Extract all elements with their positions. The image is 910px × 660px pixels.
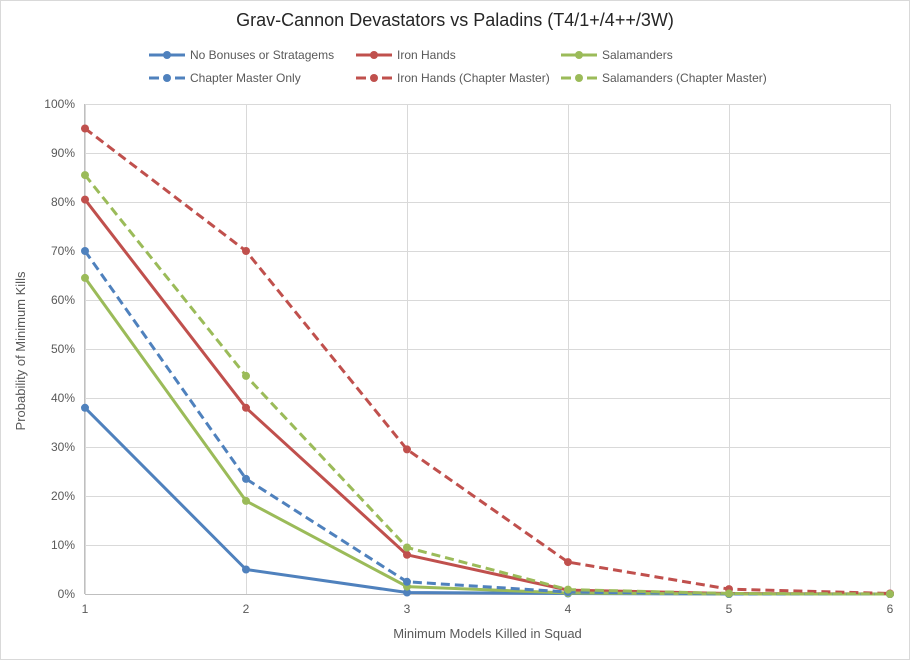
data-point-marker [403,543,411,552]
legend-item-salamanders: Salamanders [561,48,673,62]
data-point-marker [81,247,89,255]
legend-swatch-solid-green-icon [561,51,597,59]
legend-item-no-bonuses: No Bonuses or Stratagems [149,48,334,62]
data-point-marker [725,589,733,598]
series-line-0 [83,406,890,596]
series-line-3 [83,250,890,596]
legend-swatch-solid-blue-icon [149,51,185,59]
legend-label: No Bonuses or Stratagems [190,48,335,62]
data-point-marker [81,273,89,282]
legend-item-chapter-master-only: Chapter Master Only [149,71,301,85]
y-tick-label: 30% [50,440,75,454]
y-tick-label: 20% [50,489,75,503]
data-point-marker [81,171,89,180]
y-tick-label: 60% [50,293,75,307]
y-tick-label: 70% [50,244,75,258]
data-point-marker [403,550,411,559]
legend-swatch-dashed-red-icon [356,74,392,82]
x-tick-label: 2 [242,602,250,616]
series-line-4 [84,127,891,595]
data-point-marker [242,496,250,505]
y-axis-title: Probability of Minimum Kills [13,271,28,431]
y-tick-label: 50% [50,342,75,356]
legend-label: Iron Hands (Chapter Master) [397,71,550,85]
data-point-marker [81,403,89,412]
series-line-1 [83,198,891,596]
y-tick-label: 40% [50,391,75,405]
x-axis-title: Minimum Models Killed in Squad [393,626,582,641]
legend-label: Iron Hands [397,48,456,62]
series-line-5 [83,174,891,596]
data-point-marker [81,195,89,204]
x-tick-label: 1 [81,602,89,616]
data-point-marker [403,445,411,454]
legend-label: Salamanders (Chapter Master) [602,71,767,85]
legend-label: Salamanders [602,48,673,62]
legend-label: Chapter Master Only [190,71,301,85]
legend-swatch-dashed-blue-icon [149,74,185,82]
data-point-marker [81,124,89,133]
y-tick-label: 80% [50,195,75,209]
y-tick-label: 100% [44,97,75,111]
legend-swatch-dashed-green-icon [561,74,597,82]
x-tick-label: 6 [886,602,894,616]
data-point-marker [242,371,250,380]
y-tick-label: 0% [57,587,75,601]
y-tick-label: 90% [50,146,75,160]
data-point-marker [886,590,894,598]
legend-item-iron-hands-chapter-master: Iron Hands (Chapter Master) [356,71,550,85]
y-tick-label: 10% [50,538,75,552]
legend-item-salamanders-chapter-master: Salamanders (Chapter Master) [561,71,767,85]
data-point-marker [242,403,250,412]
data-point-marker [242,474,250,483]
chart-title: Grav-Cannon Devastators vs Paladins (T4/… [236,10,674,30]
legend-item-iron-hands: Iron Hands [356,48,456,62]
data-point-marker [242,565,250,574]
x-tick-label: 4 [564,602,572,616]
data-point-marker [403,577,411,586]
data-point-marker [564,585,572,594]
legend-swatch-solid-red-icon [356,51,392,59]
series-line-2 [83,277,890,596]
data-point-marker [564,558,572,567]
data-point-marker [242,247,250,255]
x-tick-label: 5 [725,602,733,616]
x-tick-label: 3 [403,602,411,616]
data-point-marker [403,588,411,597]
